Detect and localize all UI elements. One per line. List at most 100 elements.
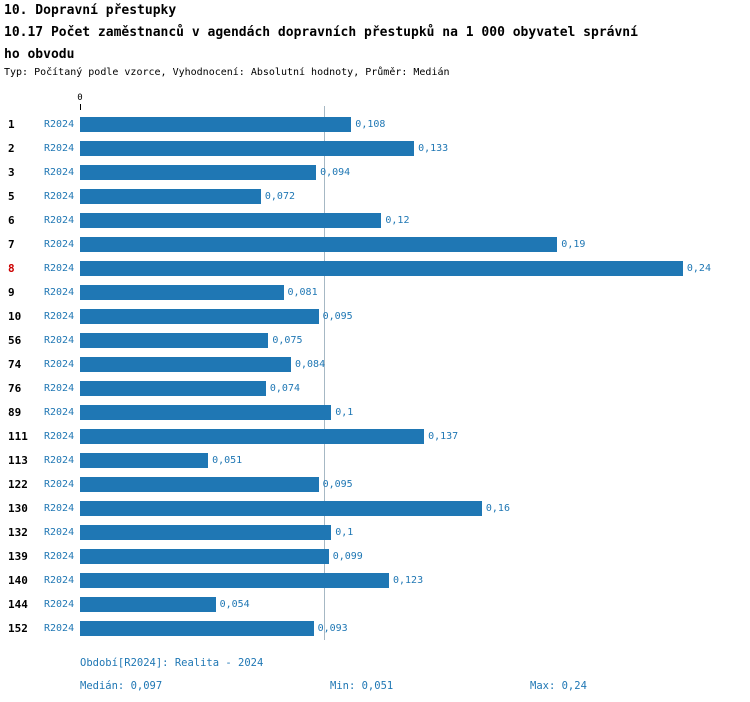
row-series-label: R2024	[44, 358, 75, 370]
row-category-label: 76	[8, 381, 22, 395]
row-series-label: R2024	[44, 214, 75, 226]
row-series-label: R2024	[44, 118, 75, 130]
bar-value-label: 0,16	[485, 502, 510, 514]
bar	[80, 620, 314, 636]
bar-value-label: 0,133	[418, 142, 449, 154]
bar	[80, 308, 319, 324]
bar	[80, 116, 352, 132]
row-category-label: 89	[8, 405, 22, 419]
row-category-label: 2	[8, 141, 15, 155]
axis-zero-label: 0	[77, 93, 83, 103]
row-category-label: 132	[8, 525, 28, 539]
row-series-label: R2024	[44, 190, 75, 202]
chart-row: 9 R2024 0,081	[0, 280, 750, 304]
row-series-label: R2024	[44, 526, 75, 538]
bar-value-label: 0,1	[335, 406, 354, 418]
chart-row: 152 R2024 0,093	[0, 616, 750, 640]
bar	[80, 500, 482, 516]
row-series-label: R2024	[44, 334, 75, 346]
row-series-label: R2024	[44, 286, 75, 298]
axis-tick	[80, 104, 81, 110]
bar	[80, 548, 329, 564]
bar-value-label: 0,095	[322, 310, 353, 322]
chart-row: 132 R2024 0,1	[0, 520, 750, 544]
bar-value-label: 0,054	[219, 598, 250, 610]
row-category-label: 3	[8, 165, 15, 179]
chart-row: 122 R2024 0,095	[0, 472, 750, 496]
chart-row: 76 R2024 0,074	[0, 376, 750, 400]
row-series-label: R2024	[44, 454, 75, 466]
chart-row: 130 R2024 0,16	[0, 496, 750, 520]
bar	[80, 524, 332, 540]
row-category-label: 130	[8, 501, 28, 515]
footer-max-label: Max: 0,24	[530, 680, 587, 692]
chart-row: 56 R2024 0,075	[0, 328, 750, 352]
bar	[80, 404, 332, 420]
chart-row: 113 R2024 0,051	[0, 448, 750, 472]
chart-row: 111 R2024 0,137	[0, 424, 750, 448]
horizontal-bar-chart: 0 1 R2024 0,108 2 R2024 0,133 3 R2024 0,094 5 R202…	[0, 90, 750, 650]
bar	[80, 332, 269, 348]
bar-value-label: 0,19	[561, 238, 586, 250]
row-category-label: 1	[8, 117, 15, 131]
bar-value-label: 0,084	[295, 358, 326, 370]
bar-value-label: 0,1	[335, 526, 354, 538]
row-category-label: 152	[8, 621, 28, 635]
bar	[80, 596, 216, 612]
chart-row: 140 R2024 0,123	[0, 568, 750, 592]
bar-value-label: 0,051	[212, 454, 243, 466]
chart-row: 10 R2024 0,095	[0, 304, 750, 328]
bar	[80, 140, 415, 156]
bar-value-label: 0,075	[272, 334, 303, 346]
bar	[80, 260, 683, 276]
row-category-label: 8	[8, 261, 15, 275]
chart-row: 8 R2024 0,24	[0, 256, 750, 280]
row-category-label: 122	[8, 477, 28, 491]
row-category-label: 140	[8, 573, 28, 587]
chart-row: 7 R2024 0,19	[0, 232, 750, 256]
row-series-label: R2024	[44, 310, 75, 322]
chart-row: 3 R2024 0,094	[0, 160, 750, 184]
row-category-label: 111	[8, 429, 28, 443]
row-category-label: 113	[8, 453, 28, 467]
bar-value-label: 0,072	[264, 190, 295, 202]
footer-median-label: Medián: 0,097	[80, 680, 163, 692]
footer-period-label: Období[R2024]: Realita - 2024	[80, 657, 264, 669]
bar-value-label: 0,123	[393, 574, 424, 586]
bar-value-label: 0,094	[320, 166, 351, 178]
bar	[80, 476, 319, 492]
row-category-label: 7	[8, 237, 15, 251]
row-series-label: R2024	[44, 574, 75, 586]
bar	[80, 572, 389, 588]
row-series-label: R2024	[44, 406, 75, 418]
bar-value-label: 0,095	[322, 478, 353, 490]
row-series-label: R2024	[44, 550, 75, 562]
row-category-label: 144	[8, 597, 28, 611]
chart-row: 89 R2024 0,1	[0, 400, 750, 424]
chart-row: 144 R2024 0,054	[0, 592, 750, 616]
row-series-label: R2024	[44, 238, 75, 250]
chart-row: 139 R2024 0,099	[0, 544, 750, 568]
bar	[80, 236, 558, 252]
row-category-label: 139	[8, 549, 28, 563]
row-category-label: 56	[8, 333, 22, 347]
bar	[80, 380, 266, 396]
median-line	[323, 106, 325, 640]
bar	[80, 188, 261, 204]
row-series-label: R2024	[44, 598, 75, 610]
bar-value-label: 0,137	[428, 430, 459, 442]
bar-value-label: 0,074	[269, 382, 300, 394]
bar	[80, 212, 382, 228]
chart-row: 2 R2024 0,133	[0, 136, 750, 160]
row-series-label: R2024	[44, 478, 75, 490]
row-series-label: R2024	[44, 502, 75, 514]
chart-row: 6 R2024 0,12	[0, 208, 750, 232]
row-category-label: 74	[8, 357, 22, 371]
chart-row: 74 R2024 0,084	[0, 352, 750, 376]
row-category-label: 5	[8, 189, 15, 203]
chart-meta-info: Typ: Počítaný podle vzorce, Vyhodnocení:…	[4, 67, 450, 78]
bar	[80, 164, 317, 180]
page-subtitle-line2: ho obvodu	[4, 47, 75, 62]
row-series-label: R2024	[44, 430, 75, 442]
bar-value-label: 0,081	[287, 286, 318, 298]
